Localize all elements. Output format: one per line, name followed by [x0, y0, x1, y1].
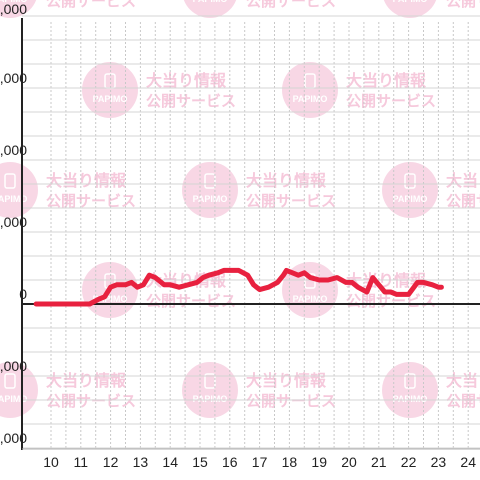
y-tick-label: 0 [19, 286, 27, 302]
watermark-logo-text: PAPIMO [0, 194, 27, 204]
series-line [33, 267, 444, 307]
watermark-logo-text: PAPIMO [393, 0, 428, 4]
watermark-line1: 大当り情報 [246, 371, 327, 390]
watermark-line1: 大当り情報 [46, 171, 127, 190]
watermark-phone-icon [404, 173, 416, 189]
x-tick-label: 24 [460, 454, 476, 470]
watermark-circle [382, 362, 438, 418]
y-tick-label: 3,000 [0, 214, 27, 230]
watermark-line2: 公開サービス [46, 0, 136, 10]
watermark-phone-icon [404, 373, 416, 389]
watermark-line2: 公開サービス [46, 392, 136, 410]
watermark-logo-text: PAPIMO [193, 394, 228, 404]
x-tick-label: 11 [74, 454, 89, 470]
y-tick-label: 12,000 [0, 1, 27, 17]
watermark-line2: 公開サービス [346, 292, 436, 310]
x-tick-label: 14 [162, 454, 178, 470]
watermark-line2: 公開サービス [46, 192, 136, 210]
watermark-line1: 大当り情報 [46, 371, 127, 390]
watermark-circle [382, 162, 438, 218]
watermark-phone-icon [4, 173, 16, 189]
watermark-circle [0, 0, 37, 18]
x-tick-label: 20 [341, 454, 357, 470]
watermark-phone-icon [4, 373, 16, 389]
watermark-phone-icon [204, 173, 216, 189]
x-tick-label: 22 [401, 454, 417, 470]
watermark-logo-text: PAPIMO [93, 294, 128, 304]
series-layer [33, 267, 444, 307]
watermark-line1: 大当り情報 [446, 171, 480, 190]
watermark-circle [183, 0, 237, 18]
watermark-line2: 公開サービス [246, 192, 336, 210]
watermark-logo-text: PAPIMO [93, 94, 128, 104]
x-tick-label: 19 [311, 454, 327, 470]
watermark-logo-text: PAPIMO [293, 94, 328, 104]
watermark-logo-text: PAPIMO [393, 394, 428, 404]
watermark-logo-text: PAPIMO [0, 0, 27, 4]
y-tick-label: 9,000 [0, 70, 27, 86]
watermark-line1: 大当り情報 [146, 71, 227, 90]
watermark-line2: 公開サービス [146, 92, 236, 110]
y-tick-label: -6,000 [0, 430, 27, 446]
watermark-circle [0, 162, 38, 218]
tick-labels: 12,000 9,000 6,000 3,000 0 -3,000 -6,000 10 11 12… [0, 1, 476, 470]
x-tick-label: 13 [133, 454, 149, 470]
watermark-line2: 公開サービス [446, 392, 480, 410]
watermark-line2: 公開サービス [446, 0, 480, 10]
watermark-line2: 公開サービス [246, 0, 336, 10]
watermark-logo-text: PAPIMO [0, 394, 27, 404]
x-tick-label: 21 [371, 454, 387, 470]
x-tick-label: 10 [43, 454, 59, 470]
watermark-line1: 大当り情報 [246, 171, 327, 190]
y-tick-label: 6,000 [0, 142, 27, 158]
watermark-circle [182, 162, 238, 218]
watermark-line2: 公開サービス [346, 92, 436, 110]
watermark-line2: 公開サービス [446, 192, 480, 210]
watermark-logo-text: PAPIMO [193, 194, 228, 204]
watermark-line2: 公開サービス [246, 392, 336, 410]
y-tick-label: -3,000 [0, 358, 27, 374]
x-tick-label: 17 [252, 454, 268, 470]
watermark-phone-icon [204, 373, 216, 389]
watermark-logo-text: PAPIMO [293, 294, 328, 304]
grid-lines [22, 15, 480, 449]
x-tick-label: 15 [192, 454, 208, 470]
watermark-circle [383, 0, 437, 18]
axes [21, 18, 480, 450]
watermark-layer: PAPIMO大当り情報公開サービスPAPIMO大当り情報公開サービスPAPIMO… [0, 0, 480, 418]
watermark-circle [282, 62, 338, 118]
watermark-line1: 大当り情報 [346, 71, 427, 90]
watermark-logo-text: PAPIMO [393, 194, 428, 204]
x-tick-label: 23 [431, 454, 447, 470]
watermark-line1: 大当り情報 [446, 371, 480, 390]
watermark-circle [82, 62, 138, 118]
watermark-line2: 公開サービス [146, 292, 236, 310]
x-tick-label: 12 [103, 454, 119, 470]
x-tick-label: 18 [282, 454, 298, 470]
watermark-logo-text: PAPIMO [193, 0, 228, 4]
x-tick-label: 16 [222, 454, 238, 470]
